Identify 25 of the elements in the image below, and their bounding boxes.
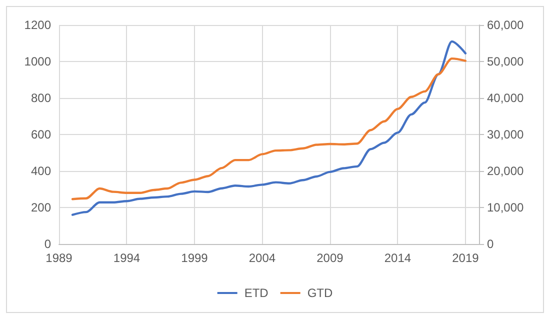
y2-tick-label: 10,000: [487, 200, 524, 214]
x-tick-label: 2014: [384, 251, 412, 265]
y-tick-label: 1200: [24, 18, 52, 32]
legend-label: ETD: [244, 286, 269, 300]
line-series: [71, 57, 467, 200]
y-tick-label: 800: [30, 91, 52, 105]
y-tick-label: 0: [44, 237, 52, 251]
legend-label: GTD: [307, 286, 333, 300]
line-series: [71, 40, 467, 216]
y-tick-label: 1000: [24, 54, 52, 68]
y-tick-label: 200: [30, 200, 52, 214]
y2-tick-label: 50,000: [487, 54, 524, 68]
y2-tick-label: 40,000: [487, 91, 524, 105]
x-tick-label: 2019: [452, 251, 480, 265]
y2-tick-label: 20,000: [487, 164, 524, 178]
y2-tick-label: 30,000: [487, 128, 524, 142]
x-tick-label: 1994: [113, 251, 140, 265]
x-tick-label: 1989: [46, 251, 73, 265]
y2-tick-label: 0: [487, 237, 494, 251]
y2-tick-label: 60,000: [487, 18, 524, 32]
x-tick-label: 1999: [181, 251, 208, 265]
y-tick-label: 600: [30, 128, 52, 142]
x-tick-label: 2009: [316, 251, 344, 265]
x-tick-label: 2004: [248, 251, 276, 265]
y-tick-label: 400: [30, 164, 52, 178]
